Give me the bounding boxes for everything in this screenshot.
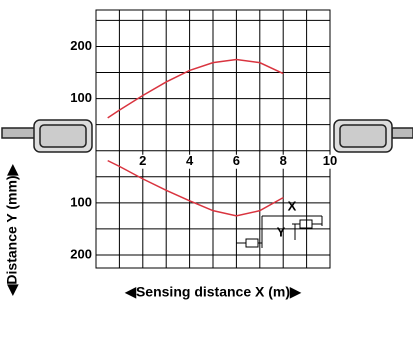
tick-label-bg bbox=[321, 154, 339, 169]
tick-label-bg bbox=[274, 154, 293, 169]
x-tick-label: 2 bbox=[139, 153, 146, 168]
tick-label-bg bbox=[180, 154, 199, 169]
tick-label-bg bbox=[64, 246, 94, 263]
y-tick-label: 100 bbox=[70, 194, 92, 209]
y-axis-label: ◀Distance Y (mm)▶ bbox=[4, 163, 20, 296]
y-tick-label: 200 bbox=[70, 38, 92, 53]
right-sensor bbox=[333, 119, 413, 153]
inset-y-label: Y bbox=[277, 224, 286, 239]
left-sensor bbox=[1, 119, 93, 153]
x-tick-label: 6 bbox=[233, 153, 240, 168]
inset-diagram bbox=[236, 214, 328, 254]
curve bbox=[107, 58, 284, 119]
tick-label-bg bbox=[227, 154, 246, 169]
y-tick-label: 100 bbox=[70, 90, 92, 105]
x-tick-label: 8 bbox=[280, 153, 287, 168]
tick-label-bg bbox=[64, 38, 94, 55]
x-axis-label: ◀Sensing distance X (m)▶ bbox=[124, 284, 302, 300]
tick-label-bg bbox=[133, 154, 152, 169]
y-tick-label: 200 bbox=[70, 246, 92, 261]
curve bbox=[107, 159, 284, 217]
x-tick-label: 4 bbox=[186, 153, 194, 168]
inset-x-label: X bbox=[288, 198, 297, 213]
tick-label-bg bbox=[64, 194, 94, 211]
tick-label-bg bbox=[64, 90, 94, 107]
x-tick-label: 10 bbox=[323, 153, 337, 168]
